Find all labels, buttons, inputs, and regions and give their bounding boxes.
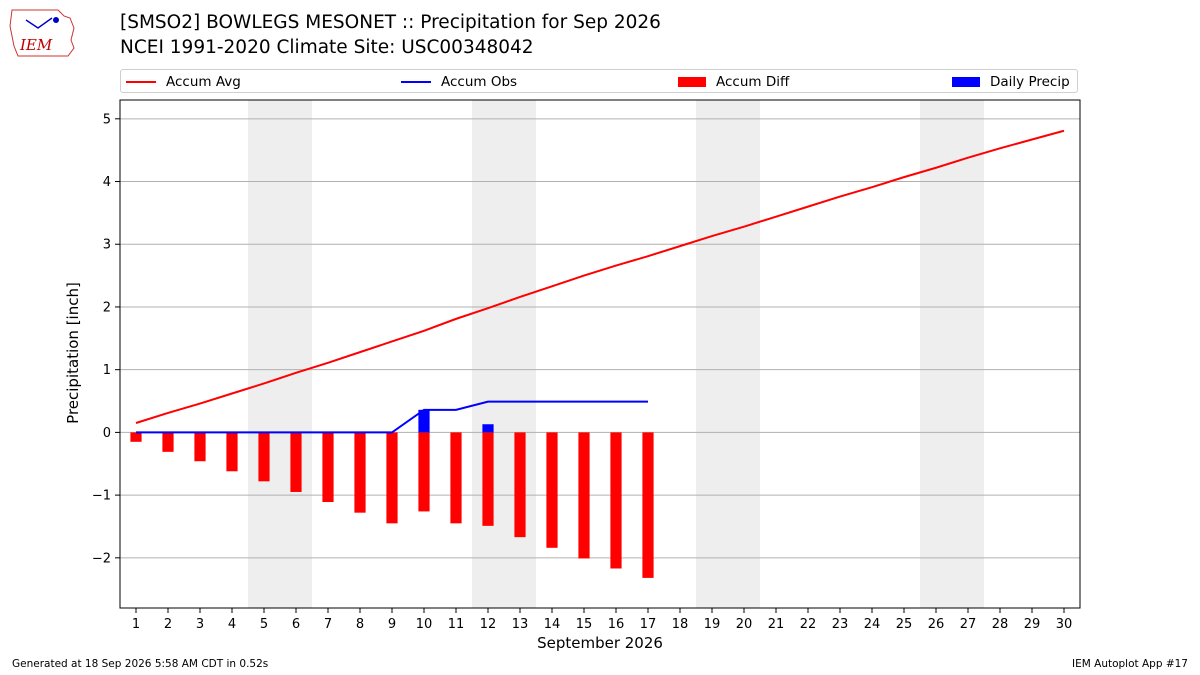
accum-diff-bar: [386, 432, 398, 524]
x-tick-label: 18: [672, 617, 689, 632]
iowa-outline-icon: [9, 9, 75, 57]
x-tick-label: 1: [132, 617, 140, 632]
x-tick-label: 25: [896, 617, 913, 632]
x-tick-label: 26: [928, 617, 945, 632]
legend-item-accum-obs: Accum Obs: [401, 73, 517, 91]
x-tick-label: 19: [704, 617, 721, 632]
x-tick-label: 20: [736, 617, 753, 632]
daily-precip-bar: [418, 409, 430, 433]
app-credit: IEM Autoplot App #17: [1072, 658, 1188, 670]
x-axis-label: September 2026: [537, 634, 663, 652]
y-tick-label: −1: [92, 489, 111, 504]
x-tick-label: 10: [416, 617, 433, 632]
logo-text: IEM: [19, 36, 53, 54]
accum-diff-bar: [610, 432, 622, 569]
legend-patch-blue-icon: [952, 77, 980, 87]
x-tick-label: 22: [800, 617, 817, 632]
plot-frame: [119, 99, 1081, 609]
x-tick-label: 27: [960, 617, 977, 632]
y-tick-label: 2: [103, 300, 111, 315]
accum-diff-bar: [258, 432, 270, 482]
accum-diff-bar: [322, 432, 334, 503]
daily-precip-bar: [482, 424, 494, 433]
x-tick-label: 6: [292, 617, 300, 632]
x-tick-label: 7: [324, 617, 332, 632]
x-tick-label: 23: [832, 617, 849, 632]
generated-timestamp: Generated at 18 Sep 2026 5:58 AM CDT in …: [12, 658, 269, 670]
iem-logo: IEM: [9, 9, 75, 57]
legend-item-accum-avg: Accum Avg: [126, 73, 241, 91]
accum-diff-bar: [354, 432, 366, 513]
legend-item-accum-diff: Accum Diff: [678, 73, 789, 91]
legend-item-daily-precip: Daily Precip: [952, 73, 1070, 91]
x-tick-label: 13: [512, 617, 529, 632]
x-tick-label: 11: [448, 617, 465, 632]
accum-diff-bar: [226, 432, 238, 472]
x-tick-label: 24: [864, 617, 881, 632]
y-tick-label: −2: [92, 551, 111, 566]
accum-diff-bar: [642, 432, 654, 578]
y-tick-label: 4: [103, 175, 111, 190]
accum-diff-bar: [450, 432, 462, 524]
x-tick-label: 8: [356, 617, 364, 632]
chart-title: [SMSO2] BOWLEGS MESONET :: Precipitation…: [120, 12, 661, 33]
accum-diff-bar: [514, 432, 526, 538]
accum-diff-bar: [162, 432, 174, 452]
weather-station-icon: [25, 17, 53, 29]
legend-line-red-icon: [126, 81, 156, 83]
x-tick-label: 5: [260, 617, 268, 632]
weekend-shade: [920, 100, 984, 608]
x-tick-label: 17: [640, 617, 657, 632]
weekend-shade: [696, 100, 760, 608]
accum-diff-bar: [130, 432, 142, 442]
x-tick-label: 4: [228, 617, 236, 632]
y-tick-label: 5: [103, 112, 111, 127]
accum-diff-bar: [194, 432, 206, 462]
y-tick-label: 0: [103, 426, 111, 441]
accum-diff-bar: [578, 432, 590, 559]
legend-line-blue-icon: [401, 81, 431, 83]
accum-obs-line: [136, 400, 648, 434]
x-tick-label: 29: [1024, 617, 1041, 632]
weekend-shade: [248, 100, 312, 608]
x-tick-label: 3: [196, 617, 204, 632]
x-tick-label: 16: [608, 617, 625, 632]
x-tick-label: 28: [992, 617, 1009, 632]
x-tick-label: 12: [480, 617, 497, 632]
accum-diff-bar: [546, 432, 558, 548]
x-tick-label: 30: [1056, 617, 1073, 632]
accum-diff-bar: [290, 432, 302, 492]
legend-label: Accum Avg: [166, 74, 241, 90]
chart-subtitle: NCEI 1991-2020 Climate Site: USC00348042: [120, 37, 534, 58]
x-tick-label: 9: [388, 617, 396, 632]
chart-legend: Accum Avg Accum Obs Accum Diff Daily Pre…: [120, 69, 1078, 93]
x-tick-label: 21: [768, 617, 785, 632]
legend-label: Accum Obs: [441, 74, 518, 90]
y-tick-label: 1: [103, 363, 111, 378]
accum-diff-bar: [482, 432, 494, 526]
accum-avg-line: [135, 129, 1065, 424]
legend-label: Accum Diff: [716, 74, 790, 90]
y-tick-label: 3: [103, 238, 111, 253]
legend-patch-red-icon: [678, 77, 706, 87]
x-tick-label: 15: [576, 617, 593, 632]
accum-diff-bar: [418, 432, 430, 512]
x-tick-label: 14: [544, 617, 561, 632]
legend-label: Daily Precip: [990, 74, 1070, 90]
weekend-shade: [472, 100, 536, 608]
y-axis-label: Precipitation [inch]: [64, 282, 82, 424]
x-tick-label: 2: [164, 617, 172, 632]
